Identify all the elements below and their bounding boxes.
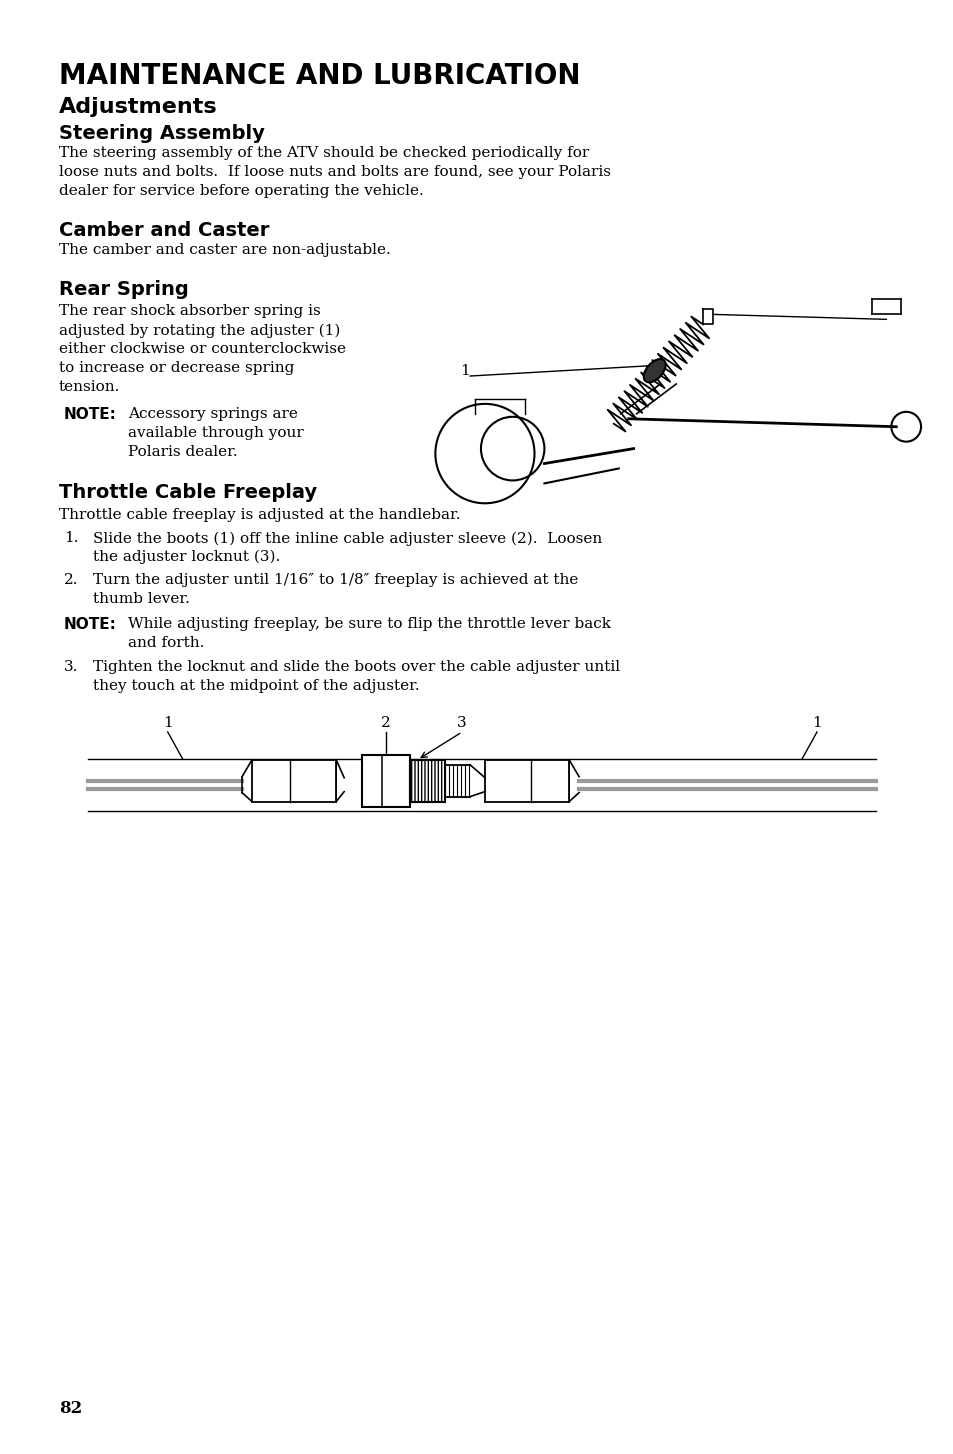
Text: NOTE:: NOTE: [64,407,116,422]
Text: NOTE:: NOTE: [64,616,116,631]
Bar [252,760,335,801]
Text: 82: 82 [59,1400,82,1418]
Text: Throttle cable freeplay is adjusted at the handlebar.: Throttle cable freeplay is adjusted at t… [59,509,459,522]
Bar [484,760,569,801]
Text: 3: 3 [456,715,466,730]
Text: While adjusting freeplay, be sure to flip the throttle lever back: While adjusting freeplay, be sure to fli… [128,616,611,631]
Text: MAINTENANCE AND LUBRICATION: MAINTENANCE AND LUBRICATION [59,63,579,90]
Bar [409,760,445,801]
Text: available through your: available through your [128,426,303,439]
Text: they touch at the midpoint of the adjuster.: they touch at the midpoint of the adjust… [93,679,419,694]
Text: and forth.: and forth. [128,635,204,650]
Text: either clockwise or counterclockwise: either clockwise or counterclockwise [59,342,345,356]
Text: 1.: 1. [64,531,78,545]
Text: Turn the adjuster until 1/16″ to 1/8″ freeplay is achieved at the: Turn the adjuster until 1/16″ to 1/8″ fr… [93,573,578,587]
Text: The steering assembly of the ATV should be checked periodically for: The steering assembly of the ATV should … [59,147,588,160]
Text: thumb lever.: thumb lever. [93,592,190,606]
Text: 1: 1 [459,364,470,378]
Text: dealer for service before operating the vehicle.: dealer for service before operating the … [59,185,423,198]
Text: The rear shock absorber spring is: The rear shock absorber spring is [59,304,320,318]
Text: Throttle Cable Freeplay: Throttle Cable Freeplay [59,483,316,503]
Ellipse shape [643,359,665,382]
Text: Slide the boots (1) off the inline cable adjuster sleeve (2).  Loosen: Slide the boots (1) off the inline cable… [93,531,602,545]
Text: 1: 1 [163,715,172,730]
Text: 1: 1 [811,715,821,730]
Text: 2: 2 [380,715,391,730]
Text: 2.: 2. [64,573,78,587]
Bar [361,755,409,807]
Text: loose nuts and bolts.  If loose nuts and bolts are found, see your Polaris: loose nuts and bolts. If loose nuts and … [59,166,610,179]
Text: Accessory springs are: Accessory springs are [128,407,297,420]
Text: Polaris dealer.: Polaris dealer. [128,445,237,458]
Text: the adjuster locknut (3).: the adjuster locknut (3). [93,550,280,564]
Text: 3.: 3. [64,660,78,675]
Text: Camber and Caster: Camber and Caster [59,221,269,240]
Text: The camber and caster are non-adjustable.: The camber and caster are non-adjustable… [59,243,390,257]
Text: to increase or decrease spring: to increase or decrease spring [59,361,294,375]
Text: Rear Spring: Rear Spring [59,279,189,298]
Text: adjusted by rotating the adjuster (1): adjusted by rotating the adjuster (1) [59,323,339,337]
Text: Tighten the locknut and slide the boots over the cable adjuster until: Tighten the locknut and slide the boots … [93,660,619,675]
Text: tension.: tension. [59,379,120,394]
Text: Adjustments: Adjustments [59,96,217,116]
Text: Steering Assembly: Steering Assembly [59,125,264,144]
